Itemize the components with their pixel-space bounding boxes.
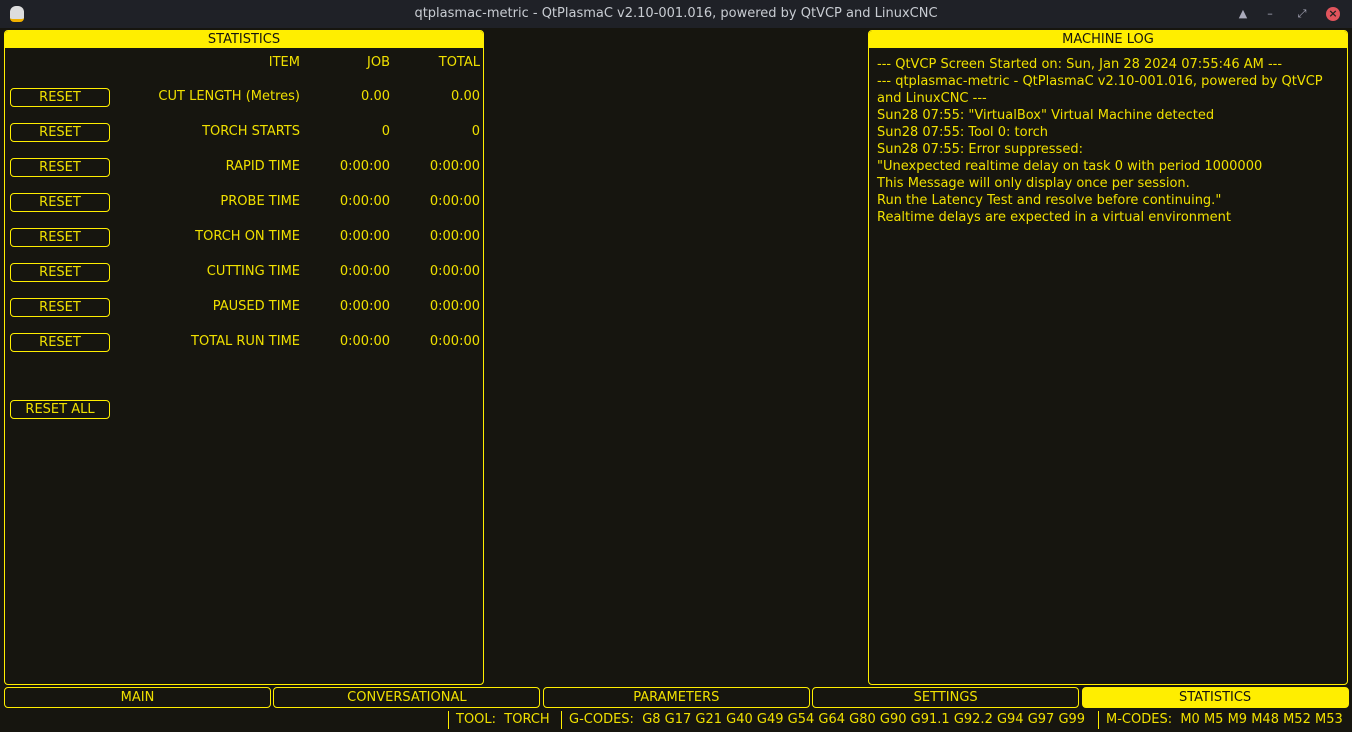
tab-conversational[interactable]: CONVERSATIONAL bbox=[273, 687, 541, 708]
mcodes-value: M0 M5 M9 M48 M52 M53 bbox=[1180, 712, 1343, 727]
row-total: 0 bbox=[471, 124, 480, 139]
statistics-row: PAUSED TIME 0:00:00 0:00:00 bbox=[5, 297, 485, 317]
mcodes-label: M-CODES: bbox=[1106, 712, 1173, 727]
row-item: PROBE TIME bbox=[220, 194, 300, 209]
maximize-icon[interactable]: ⤢ bbox=[1297, 7, 1307, 20]
row-total: 0.00 bbox=[451, 89, 480, 104]
row-item: CUT LENGTH (Metres) bbox=[158, 89, 300, 104]
row-job: 0:00:00 bbox=[339, 264, 390, 279]
row-item: PAUSED TIME bbox=[212, 299, 300, 314]
gcodes-value: G8 G17 G21 G40 G49 G54 G64 G80 G90 G91.1… bbox=[642, 712, 1086, 727]
window-title: qtplasmac-metric - QtPlasmaC v2.10-001.0… bbox=[414, 6, 938, 21]
statistics-row: CUT LENGTH (Metres) 0.00 0.00 bbox=[5, 87, 485, 107]
statistics-title: STATISTICS bbox=[5, 31, 483, 48]
app-icon bbox=[10, 6, 24, 22]
row-total: 0:00:00 bbox=[429, 299, 480, 314]
reset-button[interactable]: RESET bbox=[10, 228, 110, 247]
statistics-row: TORCH ON TIME 0:00:00 0:00:00 bbox=[5, 227, 485, 247]
status-bar: TOOL: TORCH G-CODES: G8 G17 G21 G40 G49 … bbox=[0, 710, 1352, 730]
tab-main[interactable]: MAIN bbox=[4, 687, 271, 708]
log-line: "Unexpected realtime delay on task 0 wit… bbox=[877, 159, 1263, 174]
row-job: 0.00 bbox=[361, 89, 390, 104]
row-job: 0:00:00 bbox=[339, 194, 390, 209]
row-job: 0 bbox=[381, 124, 390, 139]
statistics-row: RAPID TIME 0:00:00 0:00:00 bbox=[5, 157, 485, 177]
mcodes-status: M-CODES: M0 M5 M9 M48 M52 M53 bbox=[1098, 711, 1343, 729]
close-icon[interactable]: × bbox=[1326, 7, 1340, 21]
statistics-row: TORCH STARTS 0 0 bbox=[5, 122, 485, 142]
machine-log-panel: MACHINE LOG --- QtVCP Screen Started on:… bbox=[868, 30, 1348, 685]
reset-button[interactable]: RESET bbox=[10, 123, 110, 142]
machine-log-text[interactable]: --- QtVCP Screen Started on: Sun, Jan 28… bbox=[869, 48, 1347, 234]
reset-button[interactable]: RESET bbox=[10, 298, 110, 317]
row-total: 0:00:00 bbox=[429, 334, 480, 349]
minimize-icon[interactable]: – bbox=[1267, 7, 1273, 20]
reset-all-button[interactable]: RESET ALL bbox=[10, 400, 110, 419]
row-item: RAPID TIME bbox=[225, 159, 300, 174]
tool-value: TORCH bbox=[504, 712, 550, 727]
row-job: 0:00:00 bbox=[339, 334, 390, 349]
row-item: TORCH ON TIME bbox=[195, 229, 300, 244]
reset-button[interactable]: RESET bbox=[10, 158, 110, 177]
log-line: Realtime delays are expected in a virtua… bbox=[877, 210, 1232, 225]
log-line: --- qtplasmac-metric - QtPlasmaC v2.10-0… bbox=[877, 74, 1323, 89]
tool-status: TOOL: TORCH bbox=[448, 711, 550, 729]
row-item: CUTTING TIME bbox=[206, 264, 300, 279]
log-line: This Message will only display once per … bbox=[877, 176, 1190, 191]
statistics-row: CUTTING TIME 0:00:00 0:00:00 bbox=[5, 262, 485, 282]
reset-button[interactable]: RESET bbox=[10, 263, 110, 282]
log-line: Sun28 07:55: "VirtualBox" Virtual Machin… bbox=[877, 108, 1215, 123]
log-line: --- QtVCP Screen Started on: Sun, Jan 28… bbox=[877, 57, 1283, 72]
row-item: TORCH STARTS bbox=[202, 124, 300, 139]
log-line: Sun28 07:55: Error suppressed: bbox=[877, 142, 1083, 157]
tab-statistics[interactable]: STATISTICS bbox=[1081, 687, 1349, 708]
header-total: TOTAL bbox=[438, 55, 480, 70]
statistics-header: ITEM JOB TOTAL bbox=[5, 53, 485, 73]
tab-settings[interactable]: SETTINGS bbox=[812, 687, 1080, 708]
header-job: JOB bbox=[367, 55, 390, 70]
reset-button[interactable]: RESET bbox=[10, 193, 110, 212]
reset-button[interactable]: RESET bbox=[10, 333, 110, 352]
shade-icon[interactable]: ▲ bbox=[1238, 7, 1248, 20]
gcodes-status: G-CODES: G8 G17 G21 G40 G49 G54 G64 G80 … bbox=[561, 711, 1085, 729]
row-total: 0:00:00 bbox=[429, 159, 480, 174]
statistics-panel: STATISTICS ITEM JOB TOTAL RESET CUT LENG… bbox=[4, 30, 484, 685]
row-total: 0:00:00 bbox=[429, 264, 480, 279]
header-item: ITEM bbox=[268, 55, 300, 70]
log-line: and LinuxCNC --- bbox=[877, 91, 987, 106]
gcodes-label: G-CODES: bbox=[569, 712, 634, 727]
row-job: 0:00:00 bbox=[339, 229, 390, 244]
statistics-row: PROBE TIME 0:00:00 0:00:00 bbox=[5, 192, 485, 212]
log-line: Run the Latency Test and resolve before … bbox=[877, 193, 1222, 208]
row-job: 0:00:00 bbox=[339, 159, 390, 174]
title-bar: qtplasmac-metric - QtPlasmaC v2.10-001.0… bbox=[0, 0, 1352, 28]
reset-button[interactable]: RESET bbox=[10, 88, 110, 107]
row-job: 0:00:00 bbox=[339, 299, 390, 314]
tool-label: TOOL: bbox=[456, 712, 497, 727]
row-total: 0:00:00 bbox=[429, 194, 480, 209]
statistics-row: TOTAL RUN TIME 0:00:00 0:00:00 bbox=[5, 332, 485, 352]
machine-log-title: MACHINE LOG bbox=[869, 31, 1347, 48]
tab-parameters[interactable]: PARAMETERS bbox=[542, 687, 810, 708]
log-line: Sun28 07:55: Tool 0: torch bbox=[877, 125, 1049, 140]
row-item: TOTAL RUN TIME bbox=[191, 334, 300, 349]
row-total: 0:00:00 bbox=[429, 229, 480, 244]
